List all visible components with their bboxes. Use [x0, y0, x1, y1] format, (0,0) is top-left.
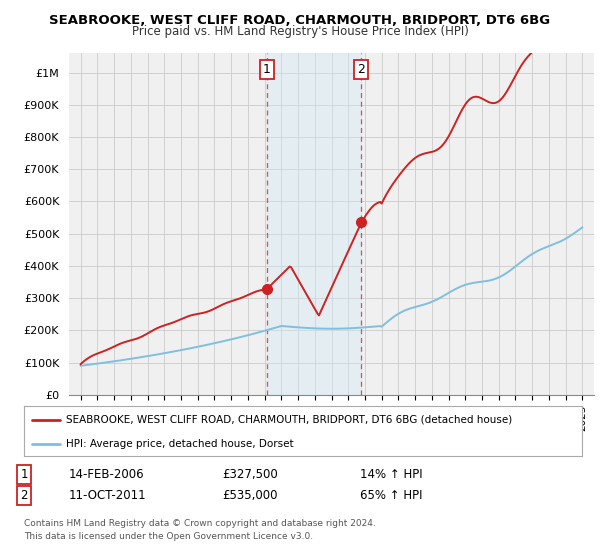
- Text: 65% ↑ HPI: 65% ↑ HPI: [360, 489, 422, 502]
- Text: 11-OCT-2011: 11-OCT-2011: [69, 489, 146, 502]
- Text: £535,000: £535,000: [222, 489, 277, 502]
- Text: Contains HM Land Registry data © Crown copyright and database right 2024.
This d: Contains HM Land Registry data © Crown c…: [24, 519, 376, 540]
- Text: 1: 1: [263, 63, 271, 76]
- Text: SEABROOKE, WEST CLIFF ROAD, CHARMOUTH, BRIDPORT, DT6 6BG (detached house): SEABROOKE, WEST CLIFF ROAD, CHARMOUTH, B…: [66, 414, 512, 424]
- Bar: [266, 53, 361, 395]
- Text: HPI: Average price, detached house, Dorset: HPI: Average price, detached house, Dors…: [66, 439, 293, 449]
- Text: 14-FEB-2006: 14-FEB-2006: [69, 468, 145, 482]
- Text: Price paid vs. HM Land Registry's House Price Index (HPI): Price paid vs. HM Land Registry's House …: [131, 25, 469, 38]
- Text: 2: 2: [20, 489, 28, 502]
- Text: 2: 2: [358, 63, 365, 76]
- Text: £327,500: £327,500: [222, 468, 278, 482]
- Text: 14% ↑ HPI: 14% ↑ HPI: [360, 468, 422, 482]
- Text: SEABROOKE, WEST CLIFF ROAD, CHARMOUTH, BRIDPORT, DT6 6BG: SEABROOKE, WEST CLIFF ROAD, CHARMOUTH, B…: [49, 14, 551, 27]
- Text: 1: 1: [20, 468, 28, 482]
